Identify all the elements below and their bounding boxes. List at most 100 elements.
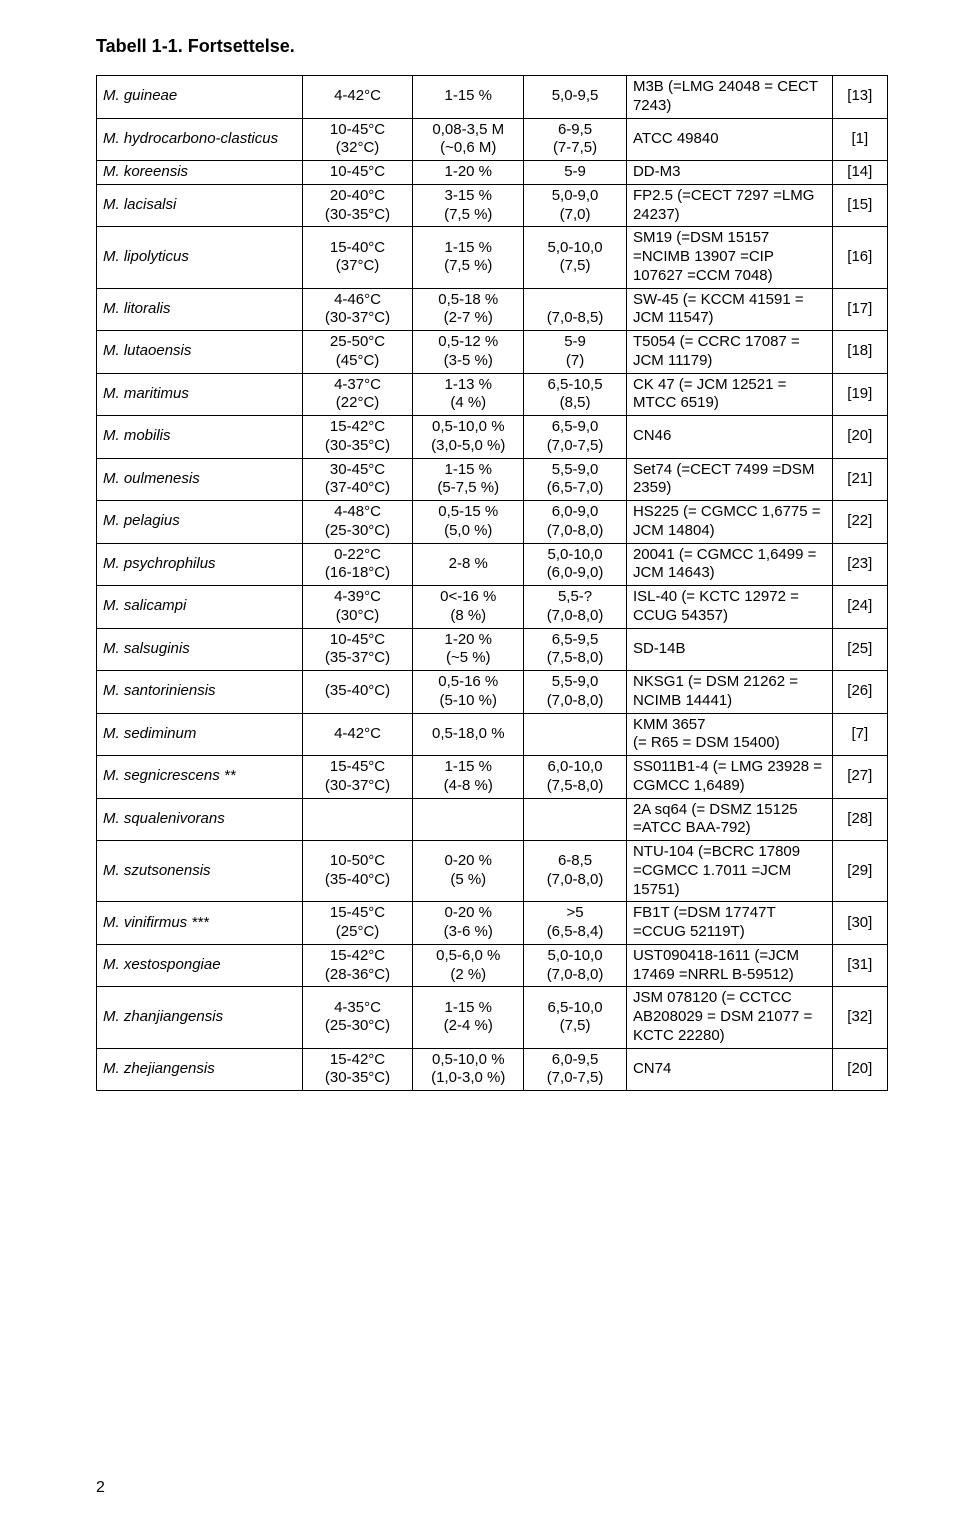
cell-temp: 15-42°C(30-35°C) — [302, 416, 413, 459]
cell-ref: [23] — [832, 543, 887, 586]
cell-ref: [22] — [832, 501, 887, 544]
cell-nacl — [413, 798, 524, 841]
cell-strain: ISL-40 (= KCTC 12972 = CCUG 54357) — [626, 586, 832, 629]
cell-ph: 5,5-?(7,0-8,0) — [524, 586, 627, 629]
table-row: M. zhejiangensis15-42°C(30-35°C)0,5-10,0… — [97, 1048, 888, 1091]
cell-nacl: 0,5-18 %(2-7 %) — [413, 288, 524, 331]
cell-strain: JSM 078120 (= CCTCC AB208029 = DSM 21077… — [626, 987, 832, 1048]
cell-species: M. lipolyticus — [97, 227, 303, 288]
cell-temp: 15-45°C(30-37°C) — [302, 756, 413, 799]
cell-species: M. koreensis — [97, 161, 303, 185]
cell-strain: SW-45 (= KCCM 41591 = JCM 11547) — [626, 288, 832, 331]
page-number: 2 — [96, 1479, 105, 1497]
cell-nacl: 1-15 % — [413, 76, 524, 119]
cell-species: M. hydrocarbono-clasticus — [97, 118, 303, 161]
cell-ph: 5,0-10,0(7,5) — [524, 227, 627, 288]
cell-species: M. zhejiangensis — [97, 1048, 303, 1091]
table-row: M. guineae4-42°C1-15 %5,0-9,5M3B (=LMG 2… — [97, 76, 888, 119]
cell-strain: M3B (=LMG 24048 = CECT 7243) — [626, 76, 832, 119]
cell-ref: [29] — [832, 841, 887, 902]
cell-temp: 4-42°C — [302, 76, 413, 119]
cell-species: M. salsuginis — [97, 628, 303, 671]
cell-ph: >5(6,5-8,4) — [524, 902, 627, 945]
cell-strain: CK 47 (= JCM 12521 = MTCC 6519) — [626, 373, 832, 416]
cell-nacl: 0,5-18,0 % — [413, 713, 524, 756]
table-row: M. litoralis4-46°C(30-37°C)0,5-18 %(2-7 … — [97, 288, 888, 331]
cell-nacl: 3-15 %(7,5 %) — [413, 184, 524, 227]
cell-ph: (7,0-8,5) — [524, 288, 627, 331]
table-row: M. lacisalsi20-40°C(30-35°C)3-15 %(7,5 %… — [97, 184, 888, 227]
cell-temp — [302, 798, 413, 841]
cell-species: M. psychrophilus — [97, 543, 303, 586]
table-row: M. xestospongiae15-42°C(28-36°C)0,5-6,0 … — [97, 944, 888, 987]
table-row: M. psychrophilus0-22°C(16-18°C)2-8 %5,0-… — [97, 543, 888, 586]
cell-temp: 10-45°C(32°C) — [302, 118, 413, 161]
table-row: M. zhanjiangensis4-35°C(25-30°C)1-15 %(2… — [97, 987, 888, 1048]
cell-species: M. xestospongiae — [97, 944, 303, 987]
cell-strain: HS225 (= CGMCC 1,6775 = JCM 14804) — [626, 501, 832, 544]
cell-strain: T5054 (= CCRC 17087 = JCM 11179) — [626, 331, 832, 374]
table-row: M. sediminum4-42°C0,5-18,0 %KMM 3657(= R… — [97, 713, 888, 756]
cell-temp: 15-42°C(28-36°C) — [302, 944, 413, 987]
cell-nacl: 0<-16 %(8 %) — [413, 586, 524, 629]
cell-strain: CN46 — [626, 416, 832, 459]
cell-strain: SD-14B — [626, 628, 832, 671]
cell-species: M. guineae — [97, 76, 303, 119]
table-row: M. vinifirmus ***15-45°C(25°C)0-20 %(3-6… — [97, 902, 888, 945]
cell-strain: Set74 (=CECT 7499 =DSM 2359) — [626, 458, 832, 501]
data-table: M. guineae4-42°C1-15 %5,0-9,5M3B (=LMG 2… — [96, 75, 888, 1091]
cell-ref: [7] — [832, 713, 887, 756]
cell-ph: 6,5-9,0(7,0-7,5) — [524, 416, 627, 459]
cell-nacl: 0-20 %(3-6 %) — [413, 902, 524, 945]
cell-ph: 5,0-10,0(6,0-9,0) — [524, 543, 627, 586]
cell-ph: 6,5-10,0(7,5) — [524, 987, 627, 1048]
table-row: M. mobilis15-42°C(30-35°C)0,5-10,0 %(3,0… — [97, 416, 888, 459]
cell-temp: 15-42°C(30-35°C) — [302, 1048, 413, 1091]
cell-nacl: 1-20 %(~5 %) — [413, 628, 524, 671]
cell-nacl: 0,5-10,0 %(1,0-3,0 %) — [413, 1048, 524, 1091]
cell-strain: FP2.5 (=CECT 7297 =LMG 24237) — [626, 184, 832, 227]
cell-temp: 4-42°C — [302, 713, 413, 756]
table-row: M. squalenivorans2A sq64 (= DSMZ 15125 =… — [97, 798, 888, 841]
cell-species: M. pelagius — [97, 501, 303, 544]
cell-temp: 25-50°C(45°C) — [302, 331, 413, 374]
cell-strain: UST090418-1611 (=JCM 17469 =NRRL B-59512… — [626, 944, 832, 987]
cell-ph: 5-9(7) — [524, 331, 627, 374]
cell-nacl: 1-15 %(2-4 %) — [413, 987, 524, 1048]
table-row: M. maritimus4-37°C(22°C)1-13 %(4 %)6,5-1… — [97, 373, 888, 416]
table-row: M. salsuginis10-45°C(35-37°C)1-20 %(~5 %… — [97, 628, 888, 671]
table-row: M. salicampi4-39°C(30°C)0<-16 %(8 %)5,5-… — [97, 586, 888, 629]
cell-ph: 6,0-9,5(7,0-7,5) — [524, 1048, 627, 1091]
cell-strain: DD-M3 — [626, 161, 832, 185]
table-row: M. oulmenesis30-45°C(37-40°C)1-15 %(5-7,… — [97, 458, 888, 501]
table-row: M. santoriniensis(35-40°C)0,5-16 %(5-10 … — [97, 671, 888, 714]
cell-ref: [30] — [832, 902, 887, 945]
cell-nacl: 0,08-3,5 M(~0,6 M) — [413, 118, 524, 161]
cell-nacl: 0-20 %(5 %) — [413, 841, 524, 902]
cell-nacl: 2-8 % — [413, 543, 524, 586]
cell-temp: 15-45°C(25°C) — [302, 902, 413, 945]
table-row: M. szutsonensis10-50°C(35-40°C)0-20 %(5 … — [97, 841, 888, 902]
cell-nacl: 0,5-10,0 %(3,0-5,0 %) — [413, 416, 524, 459]
cell-ref: [20] — [832, 1048, 887, 1091]
cell-ref: [21] — [832, 458, 887, 501]
cell-ref: [24] — [832, 586, 887, 629]
cell-ph — [524, 713, 627, 756]
cell-temp: (35-40°C) — [302, 671, 413, 714]
cell-ph: 6,5-9,5(7,5-8,0) — [524, 628, 627, 671]
cell-ref: [28] — [832, 798, 887, 841]
cell-temp: 10-45°C(35-37°C) — [302, 628, 413, 671]
cell-temp: 30-45°C(37-40°C) — [302, 458, 413, 501]
cell-strain: CN74 — [626, 1048, 832, 1091]
cell-species: M. sediminum — [97, 713, 303, 756]
cell-ph: 6-8,5(7,0-8,0) — [524, 841, 627, 902]
page: Tabell 1-1. Fortsettelse. M. guineae4-42… — [0, 0, 960, 1515]
cell-temp: 10-45°C — [302, 161, 413, 185]
cell-nacl: 0,5-15 %(5,0 %) — [413, 501, 524, 544]
cell-ph: 6,5-10,5(8,5) — [524, 373, 627, 416]
cell-ph: 6,0-9,0(7,0-8,0) — [524, 501, 627, 544]
cell-ph: 5-9 — [524, 161, 627, 185]
cell-nacl: 1-15 %(5-7,5 %) — [413, 458, 524, 501]
cell-strain: NKSG1 (= DSM 21262 = NCIMB 14441) — [626, 671, 832, 714]
cell-nacl: 0,5-12 %(3-5 %) — [413, 331, 524, 374]
